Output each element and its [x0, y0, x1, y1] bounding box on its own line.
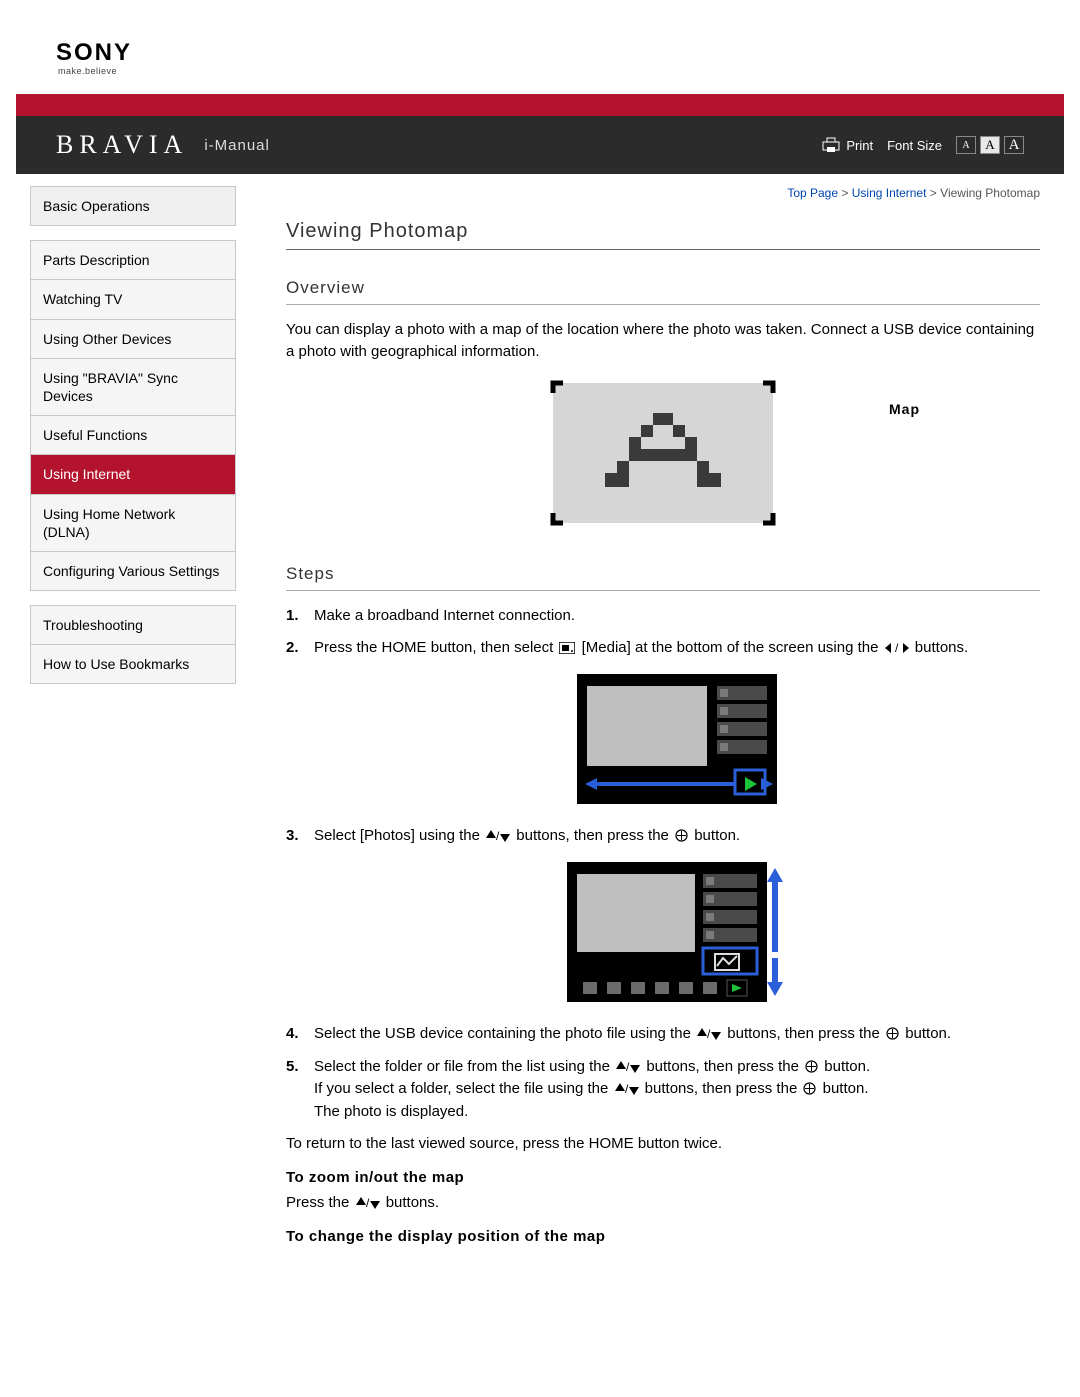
- step-5-line2-a: If you select a folder, select the file …: [314, 1080, 613, 1097]
- enter-circle-icon: [805, 1060, 818, 1073]
- logo-area: SONY make.believe: [0, 0, 1080, 86]
- arrows-up-down-icon: /: [697, 1028, 721, 1040]
- arrows-up-down-icon: /: [356, 1197, 380, 1209]
- step-2: Press the HOME button, then select [Medi…: [286, 637, 1040, 811]
- step-5-line2-b: buttons, then press the: [641, 1080, 802, 1097]
- step-3-text-b: buttons, then press the: [512, 827, 673, 844]
- zoom-heading: To zoom in/out the map: [286, 1169, 1040, 1186]
- header-bar: BRAVIA i-Manual Print Font Size A A A: [16, 116, 1064, 174]
- breadcrumb-sep: >: [930, 186, 937, 200]
- step-5-text-c: button.: [820, 1058, 870, 1075]
- arrows-up-down-icon: /: [615, 1083, 639, 1095]
- sidebar-item-basic-operations[interactable]: Basic Operations: [31, 187, 235, 226]
- steps-list: Make a broadband Internet connection. Pr…: [286, 605, 1040, 1124]
- step-3: Select [Photos] using the / buttons, the…: [286, 825, 1040, 1009]
- svg-text:/: /: [707, 1028, 711, 1040]
- change-position-heading: To change the display position of the ma…: [286, 1228, 1040, 1245]
- enter-circle-icon: [886, 1027, 899, 1040]
- overview-heading: Overview: [286, 278, 1040, 305]
- sidebar-item-parts-description[interactable]: Parts Description: [31, 241, 235, 280]
- page-title: Viewing Photomap: [286, 220, 1040, 250]
- map-figure: Map: [286, 373, 1040, 536]
- zoom-text: Press the / buttons.: [286, 1192, 1040, 1214]
- map-caption: Map: [889, 401, 920, 417]
- zoom-text-b: buttons.: [382, 1194, 440, 1211]
- step-4-text-c: button.: [901, 1025, 951, 1042]
- svg-text:/: /: [626, 1061, 630, 1073]
- sidebar-item-watching-tv[interactable]: Watching TV: [31, 280, 235, 319]
- sidebar: Basic Operations Parts Description Watch…: [30, 186, 236, 1251]
- return-text: To return to the last viewed source, pre…: [286, 1133, 1040, 1155]
- sony-logo: SONY: [56, 40, 176, 64]
- step-2-text-c: buttons.: [911, 639, 969, 656]
- sidebar-item-home-network[interactable]: Using Home Network (DLNA): [31, 495, 235, 552]
- imanual-label: i-Manual: [204, 137, 270, 154]
- step-4: Select the USB device containing the pho…: [286, 1023, 1040, 1046]
- step-4-text-a: Select the USB device containing the pho…: [314, 1025, 695, 1042]
- step-5: Select the folder or file from the list …: [286, 1056, 1040, 1124]
- breadcrumb-link-top[interactable]: Top Page: [787, 186, 838, 200]
- step-5-text-b: buttons, then press the: [642, 1058, 803, 1075]
- bravia-wordmark: BRAVIA: [56, 130, 188, 160]
- svg-text:/: /: [366, 1197, 370, 1209]
- sidebar-group-2: Parts Description Watching TV Using Othe…: [30, 240, 236, 591]
- step-1-text: Make a broadband Internet connection.: [314, 607, 575, 624]
- main-content: Top Page > Using Internet > Viewing Phot…: [286, 186, 1040, 1251]
- media-square-icon: [559, 642, 575, 654]
- step-5-text-a: Select the folder or file from the list …: [314, 1058, 614, 1075]
- sidebar-item-using-internet[interactable]: Using Internet: [31, 455, 235, 494]
- sidebar-item-bookmarks[interactable]: How to Use Bookmarks: [31, 645, 235, 684]
- svg-text:/: /: [625, 1083, 629, 1095]
- step-2-figure: [314, 674, 1040, 812]
- breadcrumb-link-internet[interactable]: Using Internet: [852, 186, 927, 200]
- sidebar-group-3: Troubleshooting How to Use Bookmarks: [30, 605, 236, 684]
- step-5-line3: The photo is displayed.: [314, 1103, 468, 1120]
- print-label: Print: [846, 138, 873, 153]
- arrows-up-down-icon: /: [616, 1061, 640, 1073]
- print-icon: [822, 137, 840, 153]
- step-2-text-b: [Media] at the bottom of the screen usin…: [577, 639, 882, 656]
- zoom-text-a: Press the: [286, 1194, 354, 1211]
- logo-tagline: make.believe: [58, 66, 1080, 76]
- font-size-group: A A A: [956, 136, 1024, 154]
- sidebar-item-configuring-settings[interactable]: Configuring Various Settings: [31, 552, 235, 591]
- step-4-text-b: buttons, then press the: [723, 1025, 884, 1042]
- step-1: Make a broadband Internet connection.: [286, 605, 1040, 628]
- print-button[interactable]: Print: [822, 137, 873, 153]
- enter-circle-icon: [803, 1082, 816, 1095]
- step-3-text-a: Select [Photos] using the: [314, 827, 484, 844]
- overview-text: You can display a photo with a map of th…: [286, 319, 1040, 363]
- sidebar-group-1: Basic Operations: [30, 186, 236, 226]
- svg-text:/: /: [496, 830, 500, 842]
- red-accent-bar: [16, 94, 1064, 116]
- step-3-text-c: button.: [690, 827, 740, 844]
- breadcrumb-sep: >: [841, 186, 848, 200]
- arrows-left-right-icon: /: [885, 642, 909, 654]
- steps-heading: Steps: [286, 564, 1040, 591]
- font-size-large[interactable]: A: [1004, 136, 1024, 154]
- sidebar-item-bravia-sync[interactable]: Using "BRAVIA" Sync Devices: [31, 359, 235, 416]
- step-3-figure: [314, 862, 1040, 1010]
- step-5-line2-c: button.: [818, 1080, 868, 1097]
- breadcrumb: Top Page > Using Internet > Viewing Phot…: [286, 186, 1040, 200]
- breadcrumb-current: Viewing Photomap: [940, 186, 1040, 200]
- sidebar-item-troubleshooting[interactable]: Troubleshooting: [31, 606, 235, 645]
- font-size-small[interactable]: A: [956, 136, 976, 154]
- font-size-medium[interactable]: A: [980, 136, 1000, 154]
- enter-circle-icon: [675, 829, 688, 842]
- font-size-label: Font Size: [887, 138, 942, 153]
- svg-text:SONY: SONY: [56, 40, 132, 64]
- arrows-up-down-icon: /: [486, 830, 510, 842]
- sidebar-item-useful-functions[interactable]: Useful Functions: [31, 416, 235, 455]
- step-2-text-a: Press the HOME button, then select: [314, 639, 557, 656]
- svg-text:/: /: [895, 642, 899, 654]
- sidebar-item-using-other-devices[interactable]: Using Other Devices: [31, 320, 235, 359]
